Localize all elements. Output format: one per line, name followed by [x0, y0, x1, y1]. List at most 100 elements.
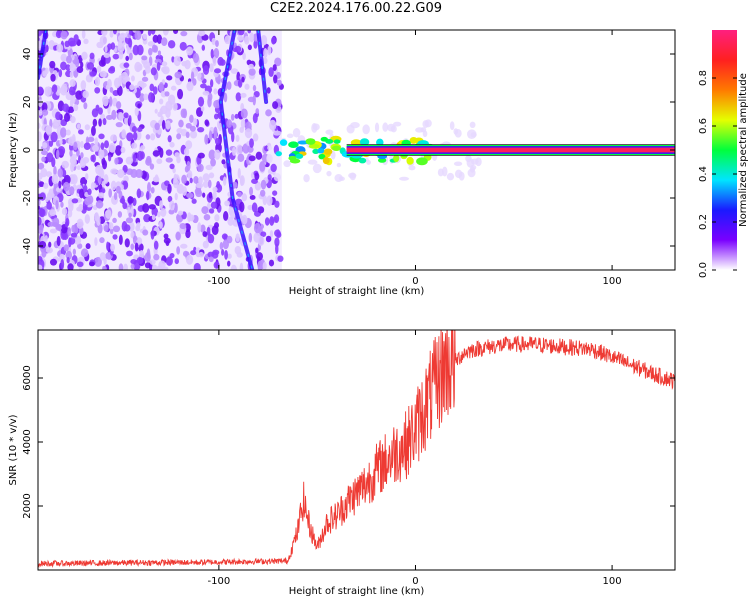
haze-blob — [454, 129, 462, 138]
noise-blob — [213, 126, 218, 138]
noise-blob — [156, 34, 163, 44]
noise-blob — [55, 200, 59, 210]
noise-blob — [249, 32, 255, 43]
noise-blob — [260, 179, 267, 190]
noise-blob — [252, 113, 258, 124]
y-tick-label: -20 — [22, 190, 33, 206]
noise-blob — [121, 220, 128, 232]
spectrogram-y-ticks: -40 -20 0 20 40 — [22, 48, 675, 254]
noise-blob — [242, 52, 246, 60]
noise-blob — [136, 257, 144, 265]
noise-blob — [121, 129, 127, 139]
haze-blob — [465, 155, 472, 163]
noise-blob — [205, 164, 213, 171]
noise-blob — [134, 30, 142, 41]
haze-blob — [312, 163, 322, 174]
noise-blob — [272, 190, 278, 196]
noise-blob — [58, 180, 62, 189]
noise-blob — [103, 53, 111, 59]
noise-blob — [227, 260, 231, 267]
noise-blob — [130, 259, 137, 265]
noise-blob — [143, 61, 151, 69]
noise-blob — [274, 200, 280, 208]
colorbar-ticks: 0.0 0.2 0.4 0.6 0.8 — [698, 70, 737, 278]
noise-blob — [149, 83, 155, 92]
noise-blob — [77, 129, 84, 135]
noise-blob — [56, 235, 61, 247]
noise-blob — [231, 146, 237, 156]
haze-blob — [325, 129, 334, 135]
noise-blob — [181, 186, 188, 197]
noise-blob — [177, 88, 184, 100]
noise-blob — [60, 30, 68, 40]
noise-blob — [73, 141, 78, 151]
noise-blob — [77, 243, 83, 249]
noise-blob — [49, 258, 58, 266]
noise-blob — [45, 247, 53, 254]
noise-blob — [103, 174, 109, 184]
haze-blob — [467, 129, 477, 139]
noise-blob — [75, 90, 83, 100]
spectrogram-panel: -100 0 100 -40 -20 0 20 40 Height of straight … — [8, 29, 676, 297]
noise-blob — [108, 142, 116, 153]
noise-blob — [173, 30, 179, 34]
noise-blob — [253, 39, 258, 49]
noise-blob — [147, 182, 151, 193]
noise-blob — [122, 202, 128, 210]
noise-blob — [179, 222, 187, 230]
noise-blob — [49, 60, 56, 69]
noise-blob — [125, 156, 134, 165]
noise-blob — [153, 45, 159, 53]
noise-blob — [120, 146, 126, 154]
noise-blob — [208, 130, 213, 141]
noise-blob — [83, 184, 88, 193]
haze-blob — [303, 174, 310, 183]
noise-blob — [128, 114, 132, 125]
noise-blob — [262, 261, 267, 270]
noise-blob — [53, 45, 58, 51]
noise-blob — [153, 240, 159, 250]
noise-blob — [130, 243, 135, 250]
noise-blob — [162, 266, 169, 270]
noise-blob — [132, 131, 138, 141]
noise-blob — [213, 88, 218, 95]
noise-blob — [60, 201, 64, 208]
noise-blob — [118, 263, 124, 270]
noise-blob — [202, 240, 209, 249]
noise-blob — [101, 157, 106, 166]
noise-blob — [114, 145, 122, 156]
noise-blob — [204, 119, 209, 126]
noise-blob — [68, 136, 76, 146]
noise-blob — [141, 76, 149, 82]
noise-blob — [214, 137, 221, 145]
noise-blob — [222, 176, 227, 186]
colorbar-tick-label: 0.6 — [698, 118, 709, 134]
carrier-band — [346, 147, 675, 153]
noise-blob — [172, 167, 176, 174]
haze-blob — [393, 121, 402, 127]
noise-blob — [107, 154, 112, 162]
noise-blob — [254, 181, 262, 191]
noise-blob — [174, 71, 182, 79]
noise-blob — [185, 229, 191, 239]
noise-blob — [247, 30, 252, 34]
noise-blob — [66, 256, 70, 264]
noise-blob — [202, 192, 206, 198]
noise-blob — [200, 105, 205, 112]
noise-blob — [128, 30, 133, 36]
noise-blob — [208, 172, 215, 179]
noise-blob — [202, 65, 210, 75]
noise-blob — [180, 30, 188, 37]
noise-blob — [69, 79, 76, 87]
noise-blob — [38, 181, 45, 188]
haze-blob — [334, 174, 343, 183]
noise-blob — [189, 130, 198, 139]
haze-blob — [307, 159, 318, 165]
noise-blob — [50, 73, 56, 82]
noise-blob — [109, 30, 114, 38]
haze-blob — [272, 130, 282, 136]
noise-blob — [89, 71, 97, 77]
noise-blob — [128, 221, 135, 232]
noise-blob — [163, 233, 169, 239]
noise-blob — [167, 183, 172, 194]
